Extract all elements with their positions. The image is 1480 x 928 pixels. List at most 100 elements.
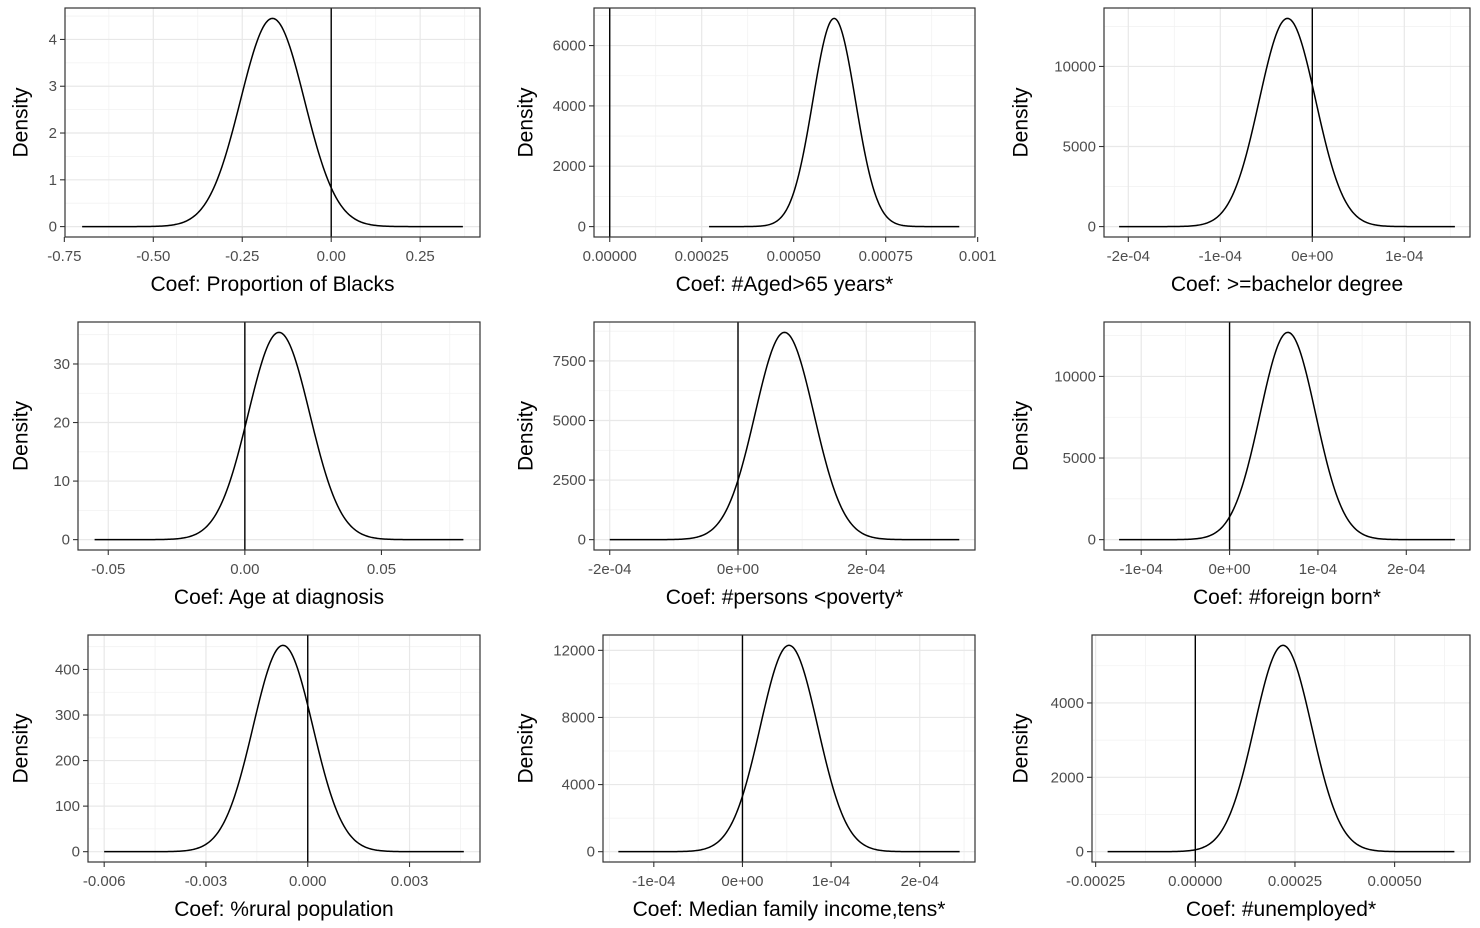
x-tick-label: 2e-04 <box>847 561 885 578</box>
panel-background <box>1104 8 1470 237</box>
y-tick-label: 7500 <box>553 353 586 370</box>
x-tick-label: -0.003 <box>185 873 228 890</box>
y-tick-label: 400 <box>55 661 80 678</box>
panel-border <box>64 7 481 238</box>
x-tick-label: 0.00000 <box>1168 873 1222 890</box>
x-axis-title: Coef: #unemployed* <box>1186 898 1376 921</box>
density-panel-2: 0.00000 0.00025 0.00050 0.00075 0.001 0 2000 40… <box>515 7 997 296</box>
density-panel-3: -2e-04 -1e-04 0e+00 1e-04 0 5000 10000 Coef: >=… <box>1010 7 1471 296</box>
y-tick-label: 4000 <box>562 777 595 794</box>
x-axis-title: Coef: #persons <poverty* <box>666 586 904 609</box>
x-tick-label: 0e+00 <box>717 561 759 578</box>
x-tick-label: 0.25 <box>406 248 435 265</box>
y-tick-label: 0 <box>578 219 586 236</box>
x-tick-label: 0.003 <box>391 873 429 890</box>
x-tick-label: 0.05 <box>367 561 396 578</box>
x-tick-label: -0.00025 <box>1066 873 1125 890</box>
density-panel-9: -0.00025 0.00000 0.00025 0.00050 0 2000 4000 Co… <box>1010 634 1471 921</box>
density-curve <box>1107 644 1455 853</box>
panel-border <box>1103 321 1471 551</box>
density-curve <box>709 17 960 228</box>
y-tick-label: 0 <box>1088 219 1096 236</box>
x-tick-label: -0.05 <box>91 561 125 578</box>
y-tick-label: 100 <box>55 798 80 815</box>
panel-background <box>1092 635 1470 862</box>
density-panel-8: -1e-04 0e+00 1e-04 2e-04 0 4000 8000 12000 Coef:… <box>515 634 976 921</box>
y-tick-label: 2000 <box>1051 769 1084 786</box>
x-axis-title: Coef: Age at diagnosis <box>174 586 384 609</box>
x-tick-label: 1e-04 <box>1385 248 1423 265</box>
y-tick-label: 10 <box>53 473 70 490</box>
y-tick-label: 0 <box>1088 532 1096 549</box>
x-tick-label: 0.00050 <box>767 248 821 265</box>
y-axis-title: Density <box>515 400 538 471</box>
panel-background <box>88 635 480 862</box>
x-axis-title: Coef: Median family income,tens* <box>633 898 946 921</box>
panel-background <box>603 635 975 862</box>
panel-border <box>1091 634 1471 863</box>
y-tick-label: 5000 <box>1063 139 1096 156</box>
x-axis-title: Coef: #foreign born* <box>1193 586 1381 609</box>
y-tick-label: 8000 <box>562 709 595 726</box>
y-tick-label: 2 <box>49 125 57 142</box>
x-tick-label: 0.000 <box>289 873 327 890</box>
x-tick-label: 0.00 <box>230 561 259 578</box>
panel-background <box>594 8 975 237</box>
x-tick-label: 0.00075 <box>859 248 913 265</box>
density-curve <box>618 644 960 853</box>
x-tick-label: -1e-04 <box>632 873 675 890</box>
density-panel-4: -0.05 0.00 0.05 0 10 20 30 Coef: Age at diagnos… <box>10 321 481 609</box>
x-axis-title: Coef: #Aged>65 years* <box>676 273 894 296</box>
x-tick-label: -0.75 <box>47 248 81 265</box>
density-curve <box>609 331 960 541</box>
panel-border <box>602 634 976 863</box>
x-tick-label: 2e-04 <box>1387 561 1425 578</box>
y-axis-title: Density <box>515 713 538 784</box>
panel-background <box>65 8 480 237</box>
y-tick-label: 6000 <box>553 38 586 55</box>
y-tick-label: 20 <box>53 415 70 432</box>
panel-background <box>594 322 975 550</box>
panel-border <box>593 7 976 238</box>
x-tick-label: 0.00050 <box>1367 873 1421 890</box>
y-tick-label: 5000 <box>553 413 586 430</box>
x-tick-label: -2e-04 <box>1107 248 1150 265</box>
panel-border <box>1103 7 1471 238</box>
y-tick-label: 4 <box>49 31 57 48</box>
y-tick-label: 0 <box>587 844 595 861</box>
y-tick-label: 4000 <box>1051 695 1084 712</box>
x-tick-label: 0e+00 <box>1291 248 1333 265</box>
density-panel-6: -1e-04 0e+00 1e-04 2e-04 0 5000 10000 Coef: #fo… <box>1010 321 1471 609</box>
y-tick-label: 10000 <box>1054 58 1096 75</box>
panel-border <box>87 634 481 863</box>
y-tick-label: 2000 <box>553 158 586 175</box>
y-tick-label: 0 <box>578 532 586 549</box>
x-tick-label: -2e-04 <box>588 561 631 578</box>
y-tick-label: 3 <box>49 78 57 95</box>
density-curve <box>82 17 463 228</box>
y-tick-label: 10000 <box>1054 368 1096 385</box>
y-tick-label: 4000 <box>553 98 586 115</box>
density-curve <box>94 331 464 541</box>
x-tick-label: 0.00000 <box>583 248 637 265</box>
y-tick-label: 12000 <box>553 642 595 659</box>
y-axis-title: Density <box>1010 87 1033 158</box>
x-tick-label: 0.001 <box>959 248 997 265</box>
x-axis-title: Coef: Proportion of Blacks <box>151 273 395 296</box>
density-curve <box>1119 17 1455 228</box>
x-axis-title: Coef: %rural population <box>174 898 393 921</box>
y-tick-label: 0 <box>49 219 57 236</box>
y-axis-title: Density <box>1010 400 1033 471</box>
x-tick-label: 0e+00 <box>1208 561 1250 578</box>
panel-border <box>77 321 481 551</box>
x-axis-title: Coef: >=bachelor degree <box>1171 273 1403 296</box>
x-tick-label: 2e-04 <box>901 873 939 890</box>
y-tick-label: 0 <box>62 532 70 549</box>
x-tick-label: -0.006 <box>83 873 126 890</box>
y-axis-title: Density <box>515 87 538 158</box>
y-tick-label: 300 <box>55 707 80 724</box>
density-curve <box>1119 331 1455 541</box>
y-axis-title: Density <box>10 87 33 158</box>
x-tick-label: -0.50 <box>136 248 170 265</box>
